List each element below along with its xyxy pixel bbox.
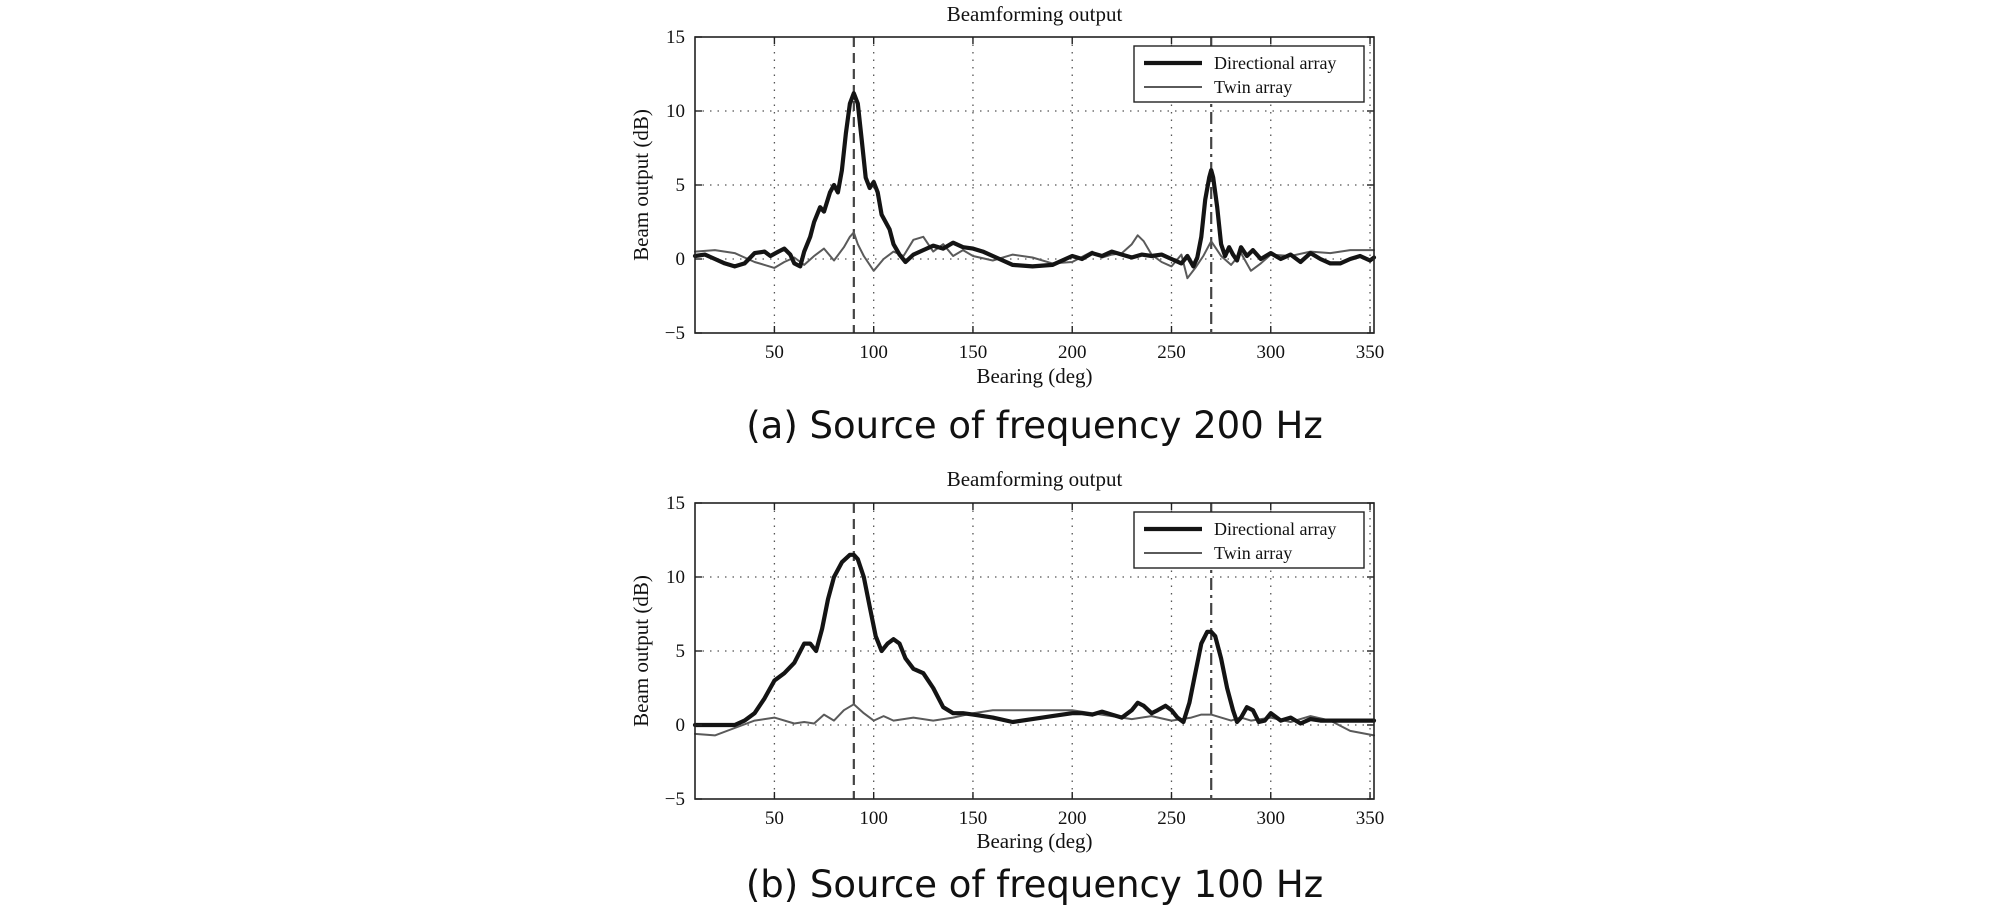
chart-panel-b: 50 100 150 200 250 300 350 −5 0 5 10 15 Beamforming … <box>629 467 1384 906</box>
x-tick-label: 50 <box>765 342 784 363</box>
chart-panel-a: 50 100 150 200 250 300 350 −5 0 5 10 15 Beamforming … <box>629 2 1384 447</box>
x-tick-label: 250 <box>1157 342 1186 363</box>
x-tick-label: 300 <box>1257 808 1286 829</box>
figure-caption: (b) Source of frequency 100 Hz <box>746 863 1323 906</box>
x-tick-label: 150 <box>959 342 988 363</box>
chart-title: Beamforming output <box>947 2 1123 26</box>
legend-entry-label: Twin array <box>1214 77 1292 97</box>
y-tick-label: −5 <box>665 789 685 810</box>
y-tick-label: 0 <box>676 715 686 736</box>
figure-caption: (a) Source of frequency 200 Hz <box>746 404 1323 447</box>
legend-entry-label: Directional array <box>1214 519 1336 539</box>
y-axis-label: Beam output (dB) <box>629 109 653 261</box>
x-tick-label: 50 <box>765 808 784 829</box>
x-axis-label: Bearing (deg) <box>976 364 1092 388</box>
legend: Directional array Twin array <box>1133 511 1365 569</box>
x-tick-label: 100 <box>859 808 888 829</box>
x-tick-label: 350 <box>1356 342 1385 363</box>
x-axis-label: Bearing (deg) <box>976 829 1092 853</box>
x-tick-label: 250 <box>1157 808 1186 829</box>
y-tick-label: 5 <box>676 641 686 662</box>
legend-entry-label: Twin array <box>1214 543 1292 563</box>
series-line-directional-array <box>692 91 1377 269</box>
y-tick-label: 10 <box>666 101 685 122</box>
x-tick-label: 300 <box>1257 342 1286 363</box>
chart-title: Beamforming output <box>947 467 1123 491</box>
x-tick-label: 200 <box>1058 808 1087 829</box>
y-axis-label: Beam output (dB) <box>629 575 653 727</box>
y-tick-label: 5 <box>676 175 686 196</box>
x-tick-label: 200 <box>1058 342 1087 363</box>
x-tick-label: 150 <box>959 808 988 829</box>
y-tick-label: 15 <box>666 27 685 48</box>
legend-box <box>1133 45 1365 103</box>
y-tick-label: 0 <box>676 249 686 270</box>
legend-box <box>1133 511 1365 569</box>
x-tick-label: 100 <box>859 342 888 363</box>
series-line-directional-array <box>692 552 1377 728</box>
y-tick-label: 10 <box>666 567 685 588</box>
series-line-twin-array <box>694 231 1375 280</box>
x-tick-label: 350 <box>1356 808 1385 829</box>
legend-entry-label: Directional array <box>1214 53 1336 73</box>
y-tick-label: −5 <box>665 323 685 344</box>
legend: Directional array Twin array <box>1133 45 1365 103</box>
y-tick-label: 15 <box>666 493 685 514</box>
